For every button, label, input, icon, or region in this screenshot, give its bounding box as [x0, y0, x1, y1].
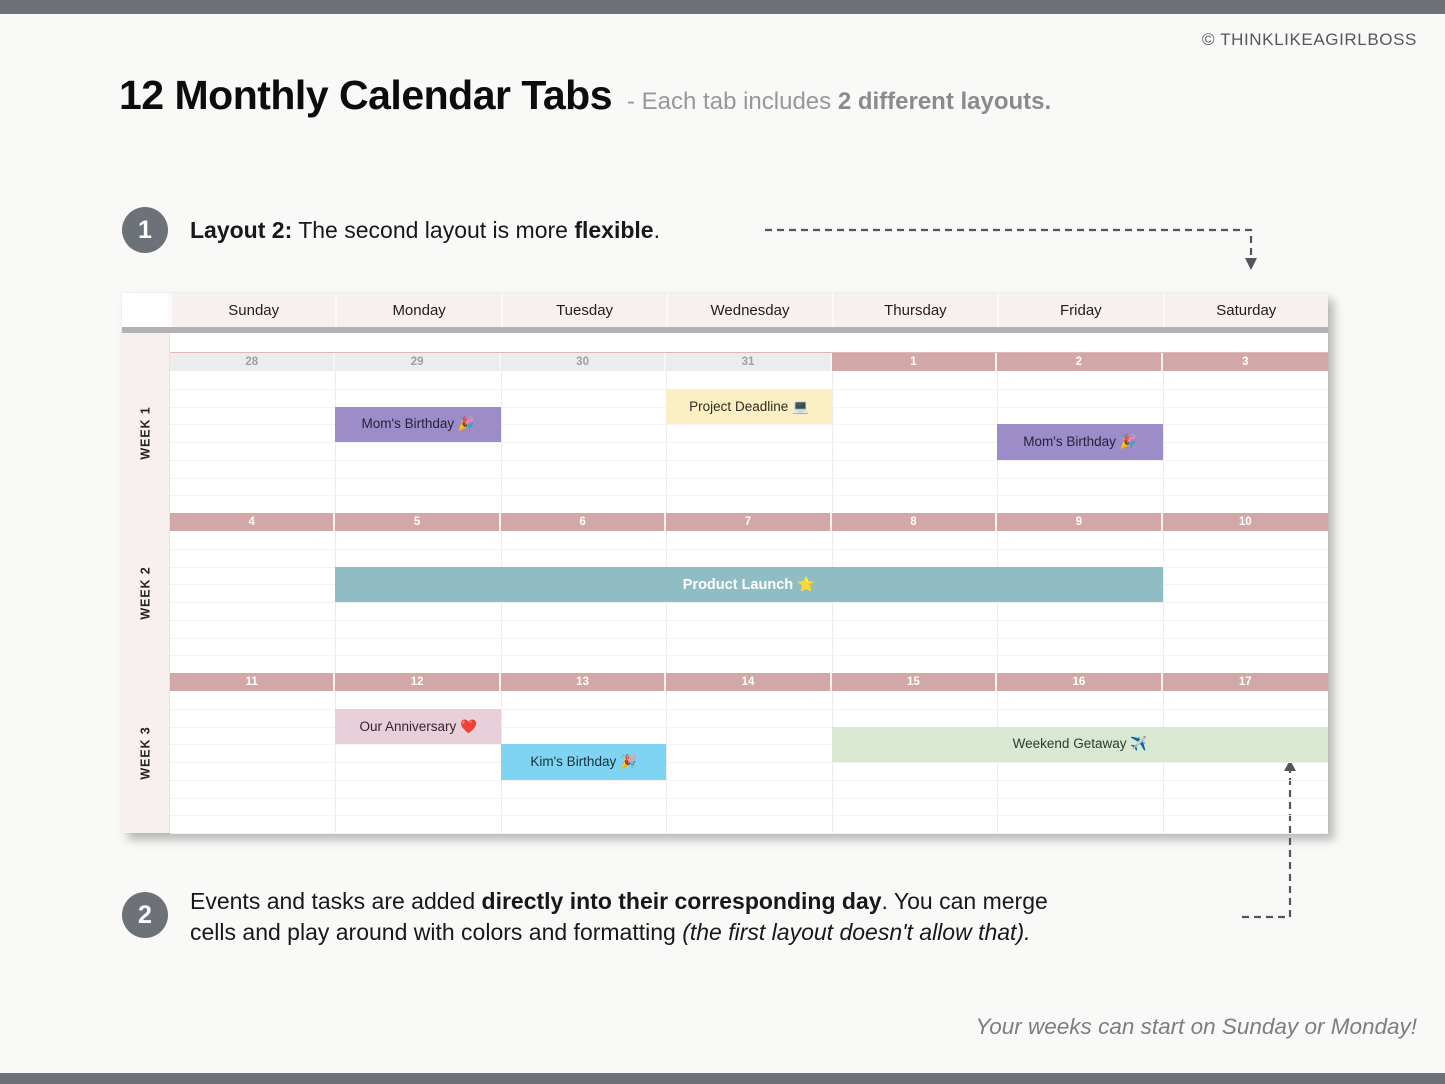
step-2-line1-suffix: . You can merge [881, 888, 1048, 914]
day-header-friday: Friday [997, 293, 1163, 327]
step-2-line1-bold: directly into their corresponding day [481, 888, 882, 914]
step-2-line-2: cells and play around with colors and fo… [190, 917, 1048, 948]
week-label-text: WEEK 1 [139, 406, 154, 460]
bottom-border-bar [0, 1073, 1445, 1084]
date-cell-5: 5 [335, 513, 501, 531]
week-label-text: WEEK 2 [139, 566, 154, 620]
row-gridline [170, 815, 1328, 817]
step-1-caption: Layout 2: The second layout is more flex… [190, 214, 660, 246]
row-gridline [170, 655, 1328, 657]
footer-note: Your weeks can start on Sunday or Monday… [975, 1014, 1418, 1039]
event-product-launch: Product Launch ⭐ [335, 566, 1163, 602]
subtitle-prefix: - Each tab includes [627, 88, 838, 115]
date-cell-11: 11 [170, 673, 336, 691]
date-cell-8: 8 [831, 513, 998, 531]
calendar-corner-cell [122, 293, 170, 327]
row-gridline [170, 442, 1328, 443]
title-row: 12 Monthly Calendar Tabs - Each tab incl… [119, 72, 1051, 119]
step-1-bold-word: flexible [574, 217, 654, 243]
row-gridline [170, 797, 1328, 799]
row-gridline [170, 726, 1328, 728]
event-kim-s-birthday: Kim's Birthday 🎉 [500, 744, 667, 780]
step-1-number: 1 [138, 215, 152, 244]
row-gridline [170, 637, 1328, 639]
date-cell-1: 1 [831, 353, 998, 371]
day-header-sunday: Sunday [170, 293, 336, 327]
step-2-caption: Events and tasks are added directly into… [190, 886, 1048, 948]
row-gridline [170, 779, 1328, 781]
calendar-screenshot: Sunday Monday Tuesday Wednesday Thursday Frid… [122, 293, 1328, 834]
day-header-saturday: Saturday [1162, 293, 1328, 327]
date-cell-30: 30 [500, 353, 667, 371]
row-gridline [170, 495, 1328, 497]
date-cell-13: 13 [500, 673, 667, 691]
row-gridline [170, 744, 1328, 746]
date-cell-4: 4 [170, 513, 336, 531]
copyright-text: © THINKLIKEAGIRLBOSS [1201, 30, 1417, 49]
event-mom-s-birthday: Mom's Birthday 🎉 [335, 406, 501, 442]
week-label: WEEK 1 [122, 353, 170, 513]
date-cell-2: 2 [997, 353, 1163, 371]
date-cell-12: 12 [335, 673, 501, 691]
step-2-line2-italic: (the first layout doesn't allow that). [682, 919, 1031, 945]
step-1-badge: 1 [122, 207, 168, 253]
week-label: WEEK 2 [122, 513, 170, 673]
date-cell-31: 31 [666, 353, 832, 371]
date-cell-3: 3 [1162, 353, 1328, 371]
step-2-line2-prefix: cells and play around with colors and fo… [190, 919, 683, 945]
date-cell-16: 16 [997, 673, 1163, 691]
row-gridline [170, 619, 1328, 621]
step-2-line1-prefix: Events and tasks are added [190, 888, 482, 914]
step-2-line-1: Events and tasks are added directly into… [190, 886, 1048, 917]
date-cell-14: 14 [666, 673, 832, 691]
row-gridline [170, 708, 1328, 710]
row-gridline [170, 762, 1328, 763]
top-border-bar [0, 0, 1445, 14]
day-header-monday: Monday [335, 293, 501, 327]
step-1-tail: . [653, 217, 660, 243]
step-2-badge: 2 [122, 892, 168, 938]
event-project-deadline: Project Deadline 💻 [666, 388, 832, 425]
week-label: WEEK 3 [122, 673, 170, 833]
column-gridline [1162, 353, 1164, 833]
page-subtitle: - Each tab includes 2 different layouts. [627, 88, 1051, 116]
subtitle-bold: 2 different layouts. [837, 88, 1052, 115]
row-gridline [170, 833, 1328, 834]
event-mom-s-birthday: Mom's Birthday 🎉 [997, 424, 1163, 460]
row-gridline [170, 548, 1328, 550]
day-header-thursday: Thursday [831, 293, 998, 327]
date-cell-9: 9 [997, 513, 1163, 531]
week-label-text: WEEK 3 [139, 726, 154, 780]
event-weekend-getaway: Weekend Getaway ✈️ [831, 726, 1328, 762]
dashed-arrow-from-caption-icon [1242, 760, 1296, 919]
date-cell-28: 28 [170, 353, 336, 371]
dashed-arrow-to-calendar-icon [765, 228, 1257, 270]
spacer-row [122, 333, 1328, 353]
date-cell-29: 29 [335, 353, 501, 371]
row-gridline [170, 602, 1328, 603]
row-gridline [170, 477, 1328, 479]
day-header-wednesday: Wednesday [666, 293, 832, 327]
page-title: 12 Monthly Calendar Tabs [119, 72, 613, 118]
step-1-mid: The second layout is more [292, 217, 575, 243]
date-cell-10: 10 [1162, 513, 1328, 531]
row-gridline [170, 459, 1328, 461]
frozen-pane-divider [122, 327, 1328, 333]
date-cell-15: 15 [831, 673, 998, 691]
date-cell-6: 6 [500, 513, 667, 531]
row-gridline [170, 424, 1328, 426]
step-1-lead: Layout 2: [190, 217, 293, 243]
date-cell-7: 7 [666, 513, 832, 531]
step-2-number: 2 [138, 900, 152, 929]
date-cell-17: 17 [1162, 673, 1328, 691]
event-our-anniversary: Our Anniversary ❤️ [335, 708, 501, 745]
week-label-column [122, 333, 170, 833]
day-header-tuesday: Tuesday [500, 293, 667, 327]
